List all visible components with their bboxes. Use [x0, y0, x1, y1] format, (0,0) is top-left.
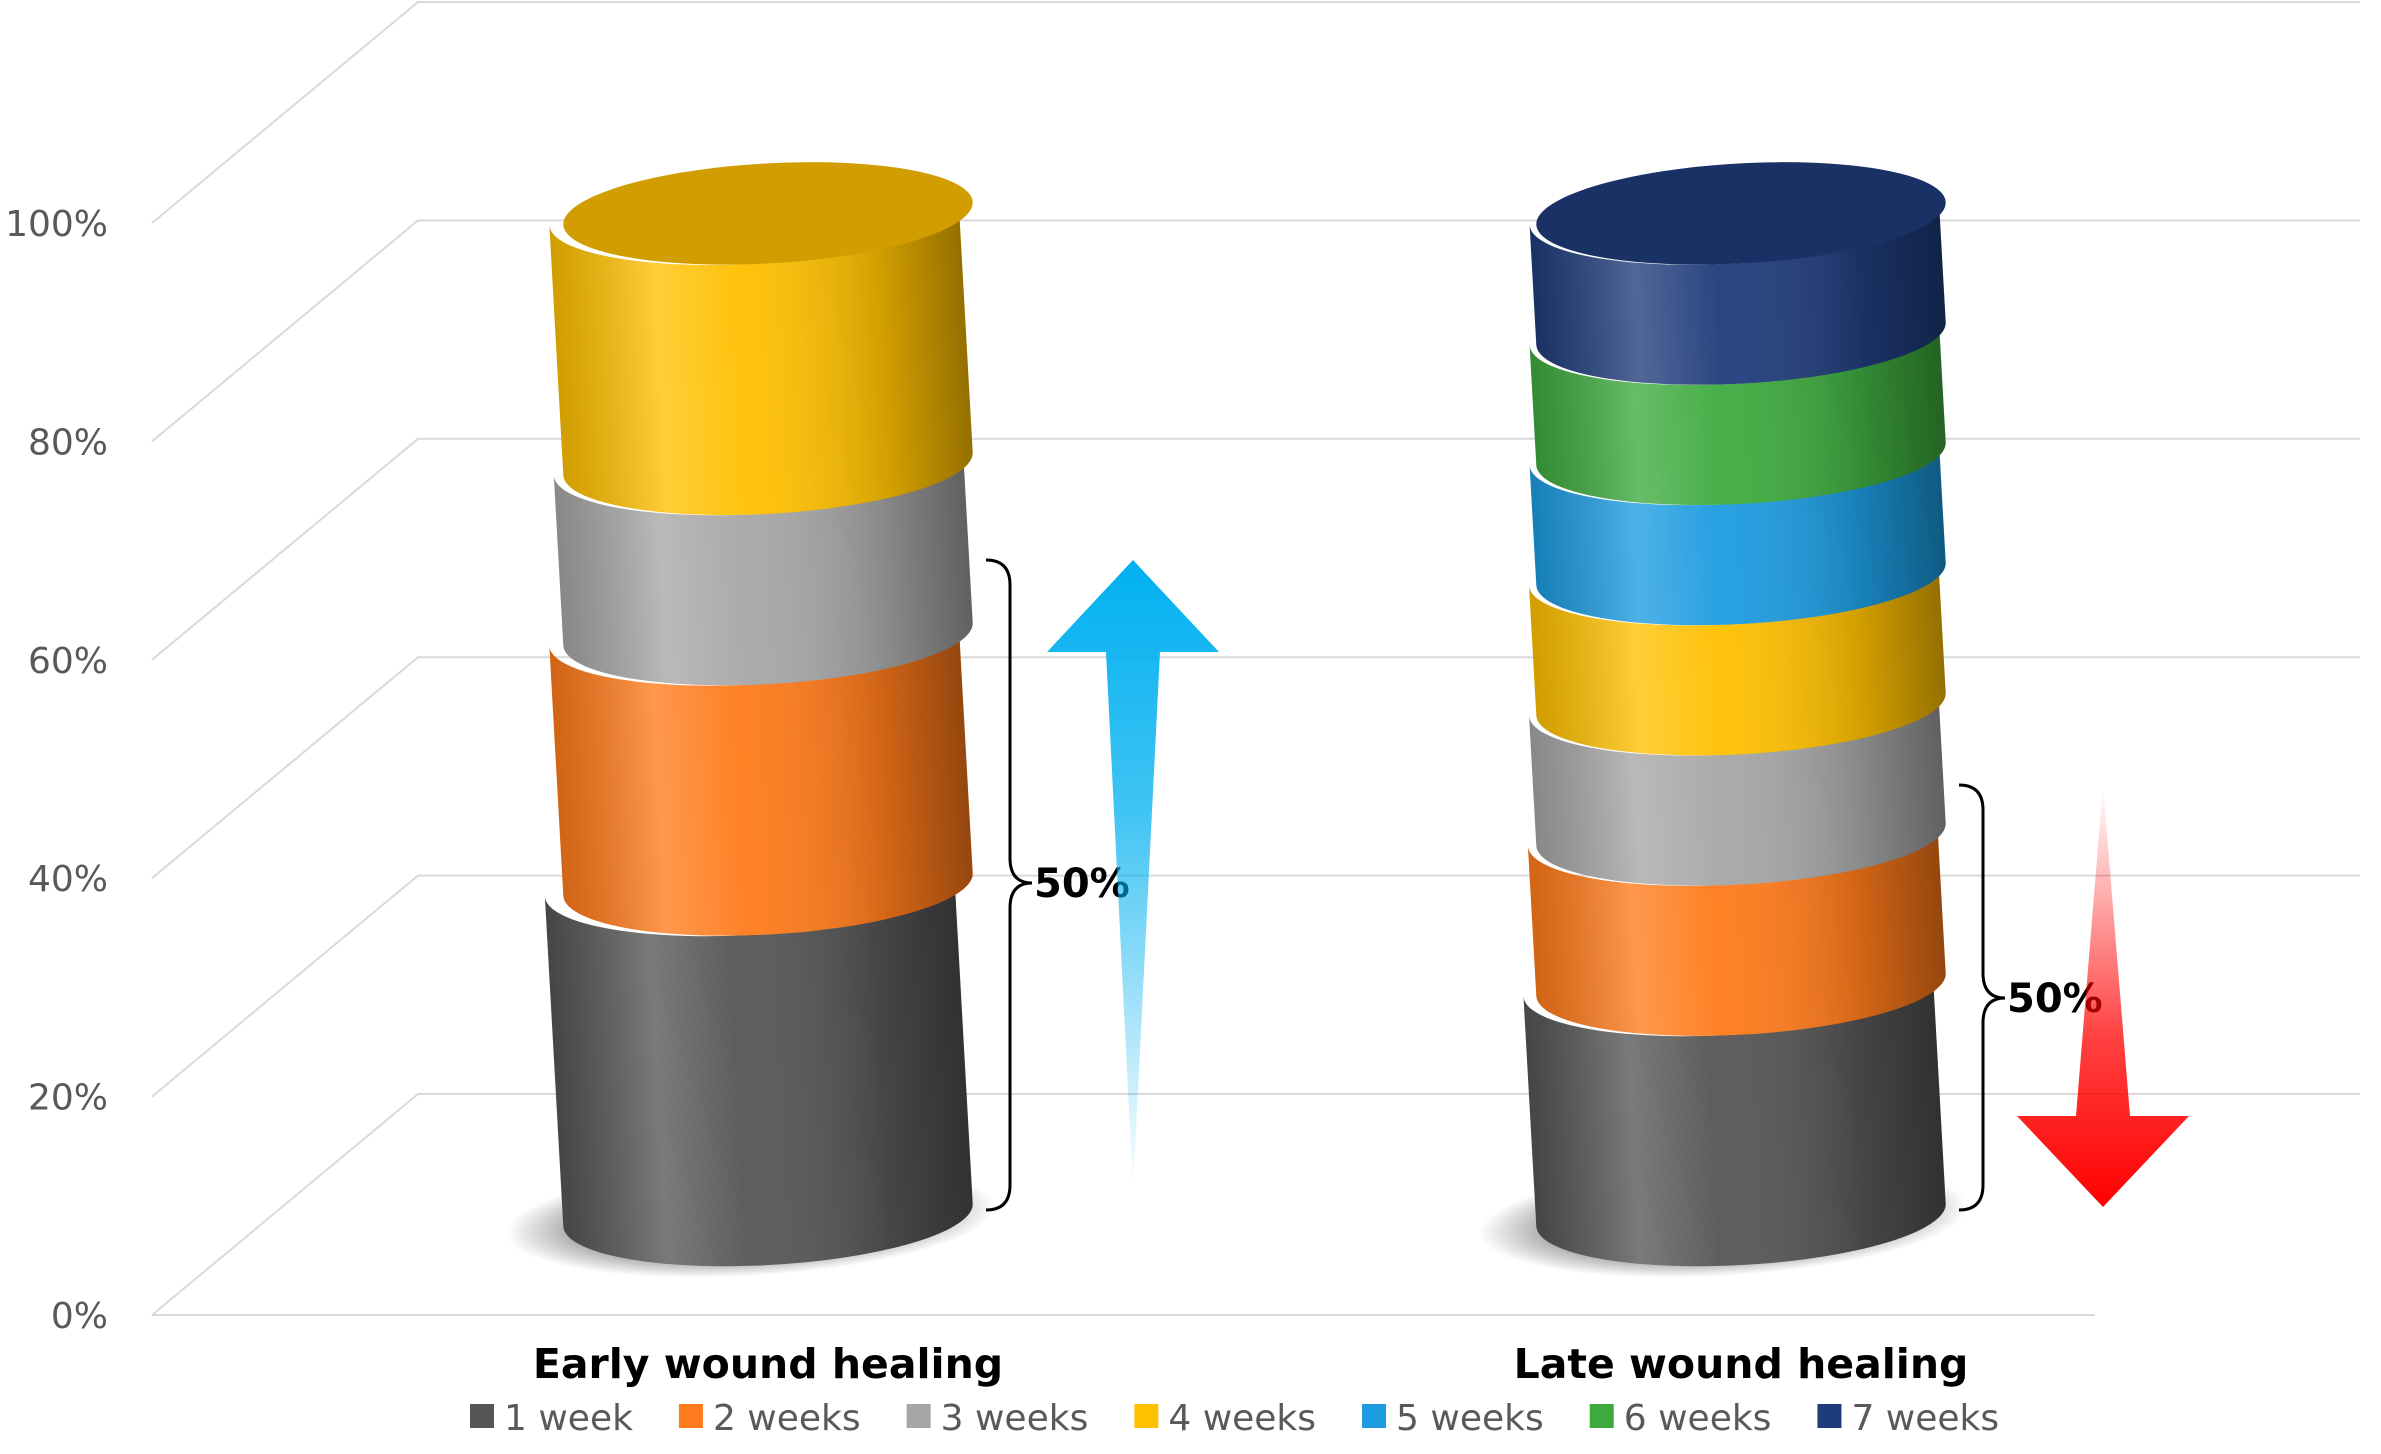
- legend-label: 2 weeks: [713, 1398, 861, 1439]
- gridline-2: [151, 656, 2360, 879]
- legend-swatch: [1589, 1404, 1614, 1428]
- legend-label: 6 weeks: [1624, 1398, 1772, 1439]
- legend-swatch: [678, 1404, 703, 1428]
- gridline-5: [151, 1, 2360, 224]
- y-tick-label: 0%: [51, 1296, 108, 1337]
- bar-segment-shading: [553, 452, 973, 686]
- grid-lines: [151, 1, 2360, 1316]
- y-tick-label: 100%: [5, 204, 108, 245]
- cylinder-top-cap: [563, 162, 973, 265]
- percent-label: 50%: [1034, 861, 1130, 907]
- y-tick-label: 60%: [28, 641, 108, 682]
- legend-item-4-weeks: 4 weeks: [1134, 1398, 1316, 1439]
- y-axis-tick-labels: 0% 20% 40% 60% 80% 100%: [5, 204, 108, 1337]
- annotations: 50% 50%: [985, 558, 2189, 1212]
- bar-segment-shading: [1527, 823, 1946, 1036]
- bar-segment-shading: [1529, 442, 1946, 626]
- legend-swatch: [1134, 1404, 1159, 1428]
- legend-item-2-weeks: 2 weeks: [678, 1398, 861, 1439]
- legend-label: 4 weeks: [1168, 1398, 1316, 1439]
- cylinder-early-wound-healing: [505, 162, 995, 1278]
- y-tick-label: 20%: [28, 1078, 108, 1119]
- bar-segment-shading: [549, 202, 973, 516]
- bar-segment-shading: [1529, 692, 1946, 886]
- bar-segment-shading: [1529, 562, 1946, 756]
- bar-segment-shading: [1523, 973, 1946, 1267]
- annotation-late-wound-healing: 50%: [1958, 783, 2189, 1212]
- y-tick-label: 40%: [28, 859, 108, 900]
- legend-swatch: [906, 1404, 931, 1428]
- category-label: Early wound healing: [533, 1340, 1003, 1388]
- legend-item-7-weeks: 7 weeks: [1817, 1398, 1999, 1439]
- category-labels: Early wound healing Late wound healing: [533, 1340, 1969, 1388]
- legend-label: 7 weeks: [1851, 1398, 1999, 1439]
- legend-item-3-weeks: 3 weeks: [906, 1398, 1089, 1439]
- legend-item-6-weeks: 6 weeks: [1589, 1398, 1772, 1439]
- annotation-early-wound-healing: 50%: [985, 558, 1219, 1212]
- legend-swatch: [1362, 1404, 1387, 1428]
- legend-label: 1 week: [504, 1398, 633, 1439]
- cylinder-bars: [505, 162, 1968, 1278]
- bar-segment-shading: [1529, 322, 1946, 505]
- bar-segment-shading: [544, 873, 973, 1267]
- arrow-down-icon: [2017, 785, 2189, 1207]
- legend-swatch: [1817, 1404, 1842, 1428]
- brace: [985, 558, 1033, 1212]
- bar-segment-shading: [549, 623, 973, 936]
- brace: [1958, 783, 2006, 1212]
- legend-swatch: [470, 1404, 494, 1428]
- gridline-4: [151, 219, 2360, 443]
- gridline-3: [151, 437, 2360, 661]
- arrow-up-icon: [1047, 560, 1219, 1190]
- bar-segment-shading: [1529, 202, 1946, 385]
- y-tick-label: 80%: [28, 422, 108, 463]
- legend-item-1-week: 1 week: [470, 1398, 633, 1439]
- legend-label: 5 weeks: [1396, 1398, 1544, 1439]
- category-label: Late wound healing: [1514, 1340, 1969, 1388]
- cylinder-top-cap: [1536, 162, 1946, 265]
- legend-item-5-weeks: 5 weeks: [1362, 1398, 1544, 1439]
- cylinder-late-wound-healing: [1478, 162, 1968, 1278]
- legend-label: 3 weeks: [941, 1398, 1089, 1439]
- legend: 1 week 2 weeks 3 weeks 4 weeks 5 weeks 6 week…: [470, 1398, 1999, 1439]
